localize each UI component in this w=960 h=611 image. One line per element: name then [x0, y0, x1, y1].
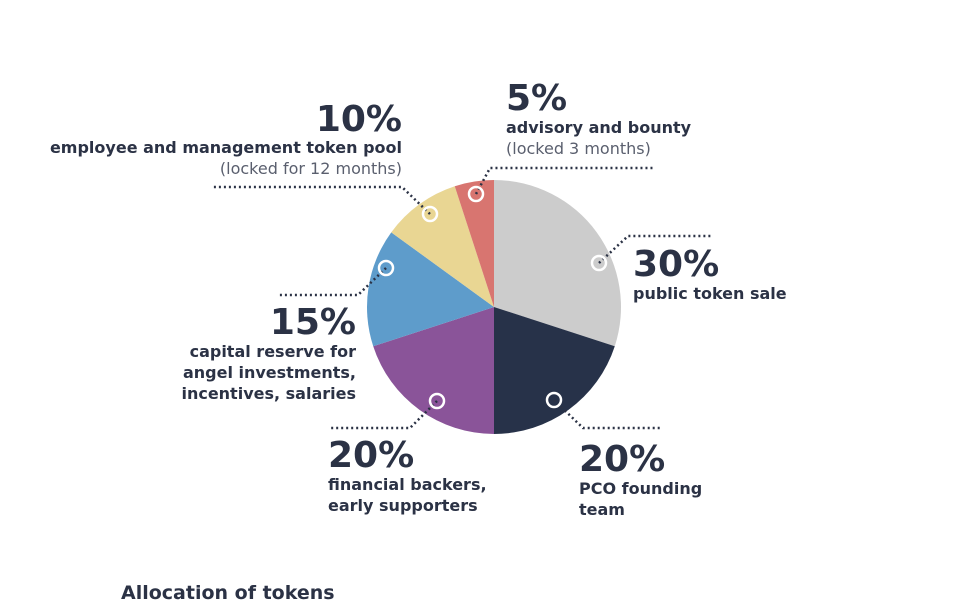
- slice-label-public-line-1: public token sale: [633, 284, 787, 303]
- slice-label-backers-line-1: financial backers,: [328, 475, 487, 494]
- percent-label-founding: 20%: [579, 439, 665, 480]
- pie-slice-advisory: [454, 180, 494, 307]
- slice-markers: [377, 185, 608, 410]
- pie-slice-public: [494, 180, 621, 347]
- slice-marker-reserve: [377, 259, 395, 277]
- pie-slice-employee: [391, 186, 494, 307]
- percent-label-backers: 20%: [328, 435, 414, 476]
- leader-line-employee: [213, 185, 431, 215]
- slice-note-advisory-line-1: (locked 3 months): [506, 139, 651, 158]
- slice-label-advisory-line-1: advisory and bounty: [506, 118, 692, 137]
- chart-title: Allocation of tokens: [121, 582, 335, 604]
- slice-marker-advisory: [467, 185, 485, 203]
- slice-marker-founding: [545, 391, 563, 409]
- slice-note-employee-line-1: (locked for 12 months): [220, 159, 402, 178]
- slice-label-backers-line-2: early supporters: [328, 496, 478, 515]
- pie-slice-founding: [494, 307, 615, 434]
- slice-label-reserve-line-2: angel investments,: [183, 363, 356, 382]
- leader-lines: [213, 166, 713, 430]
- slice-label-reserve-line-3: incentives, salaries: [181, 384, 356, 403]
- leader-line-backers: [330, 400, 438, 430]
- percent-label-public: 30%: [633, 244, 719, 285]
- slice-marker-public: [590, 254, 608, 272]
- pie-slices: [367, 180, 621, 434]
- leader-line-public: [598, 234, 713, 264]
- slice-marker-backers: [428, 392, 446, 410]
- leader-line-reserve: [279, 267, 387, 297]
- slice-label-founding-line-2: team: [579, 500, 625, 519]
- slice-label-reserve-line-1: capital reserve for: [190, 342, 357, 361]
- pie-slice-reserve: [367, 232, 494, 347]
- slice-marker-employee: [421, 205, 439, 223]
- slice-label-employee-line-1: employee and management token pool: [50, 138, 402, 157]
- percent-label-advisory: 5%: [506, 78, 567, 119]
- pie-slice-backers: [373, 307, 494, 434]
- slice-label-founding-line-1: PCO founding: [579, 479, 702, 498]
- percent-label-reserve: 15%: [270, 302, 356, 343]
- leader-line-founding: [553, 399, 660, 430]
- percent-label-employee: 10%: [316, 99, 402, 140]
